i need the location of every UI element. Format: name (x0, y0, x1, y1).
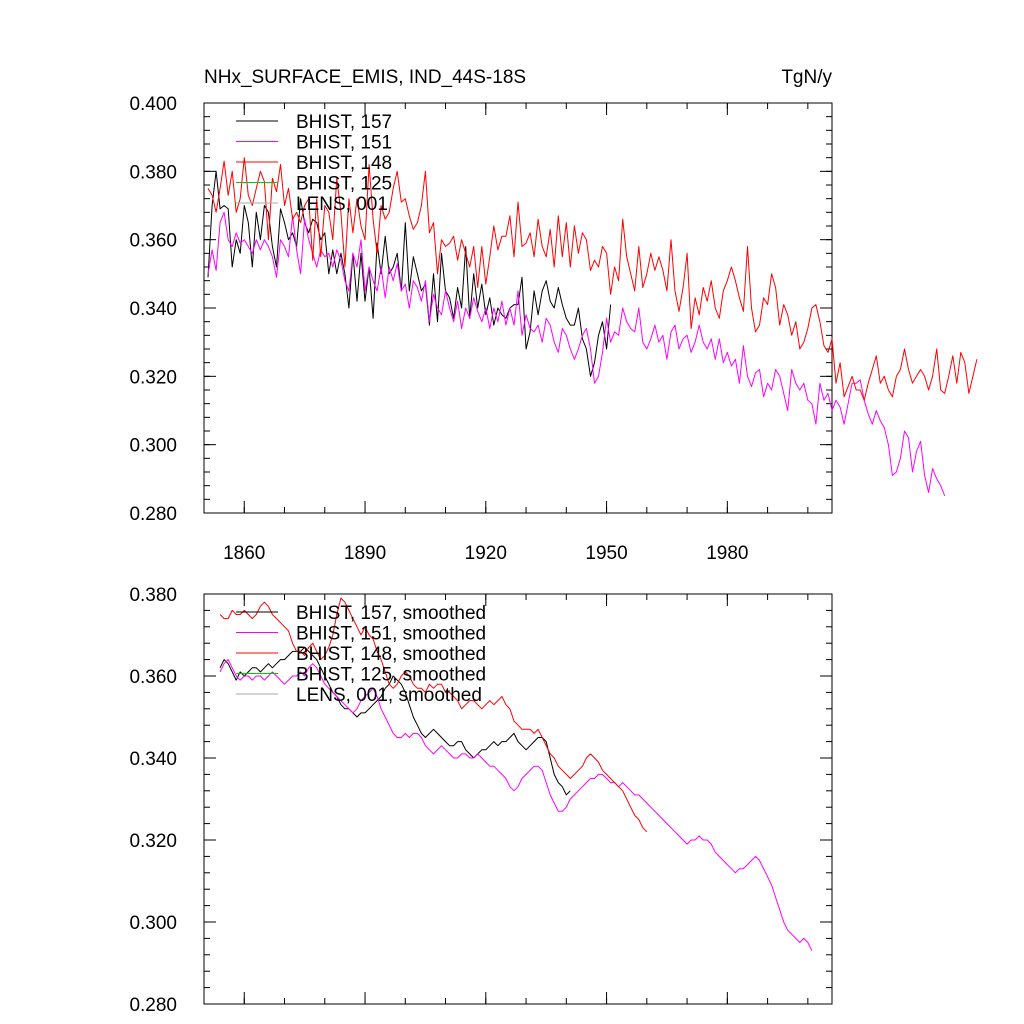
y-tick-label: 0.340 (129, 299, 177, 320)
x-tick-label: 1980 (706, 543, 748, 564)
y-tick-label: 0.360 (129, 231, 177, 252)
legend-label: BHIST, 148, smoothed (296, 644, 486, 665)
x-tick-label: 1920 (465, 543, 507, 564)
legend-label: LENS, 001 (296, 194, 388, 215)
y-tick-label: 0.320 (129, 367, 177, 388)
series-line-bhist-157 (207, 170, 612, 377)
series-line-bhist-148 (207, 157, 978, 401)
y-tick-label: 0.360 (129, 667, 177, 688)
x-tick-label: 1890 (344, 543, 386, 564)
y-tick-label: 0.280 (129, 504, 177, 525)
y-tick-label: 0.400 (129, 94, 177, 115)
legend-label: BHIST, 125 (296, 174, 392, 195)
series-line-bhist-157-smoothed (219, 646, 571, 796)
y-tick-label: 0.380 (129, 162, 177, 183)
panel-raw: 0.280 0.300 0.320 0.340 0.360 0.380 0.400 1860 1… (129, 94, 978, 564)
x-tick-label: 1860 (223, 543, 265, 564)
y-tick-label: 0.380 (129, 585, 177, 606)
series-line-bhist-151-smoothed (219, 659, 813, 951)
legend-label: BHIST, 151, smoothed (296, 624, 486, 645)
legend-label: BHIST, 157 (296, 112, 392, 133)
y-tick-label: 0.320 (129, 831, 177, 852)
y-tick-label: 0.340 (129, 749, 177, 770)
y-tick-label: 0.280 (129, 995, 177, 1016)
legend-label: BHIST, 151 (296, 133, 392, 154)
panel-smoothed: 0.280 0.300 0.320 0.340 0.360 0.380 BHIST, 157… (129, 585, 833, 1016)
legend-label: LENS, 001, smoothed (296, 685, 482, 706)
units-label: TgN/y (781, 67, 832, 88)
chart-title: NHx_SURFACE_EMIS, IND_44S-18S (204, 67, 526, 88)
y-tick-label: 0.300 (129, 913, 177, 934)
legend-label: BHIST, 125, smoothed (296, 665, 486, 686)
series-line-bhist-151 (207, 211, 946, 497)
series-line-bhist-148-smoothed (219, 597, 648, 833)
plot-frame (203, 593, 833, 1005)
legend-label: BHIST, 157, smoothed (296, 603, 486, 624)
legend-label: BHIST, 148 (296, 153, 392, 174)
y-tick-label: 0.300 (129, 436, 177, 457)
x-tick-label: 1950 (585, 543, 627, 564)
